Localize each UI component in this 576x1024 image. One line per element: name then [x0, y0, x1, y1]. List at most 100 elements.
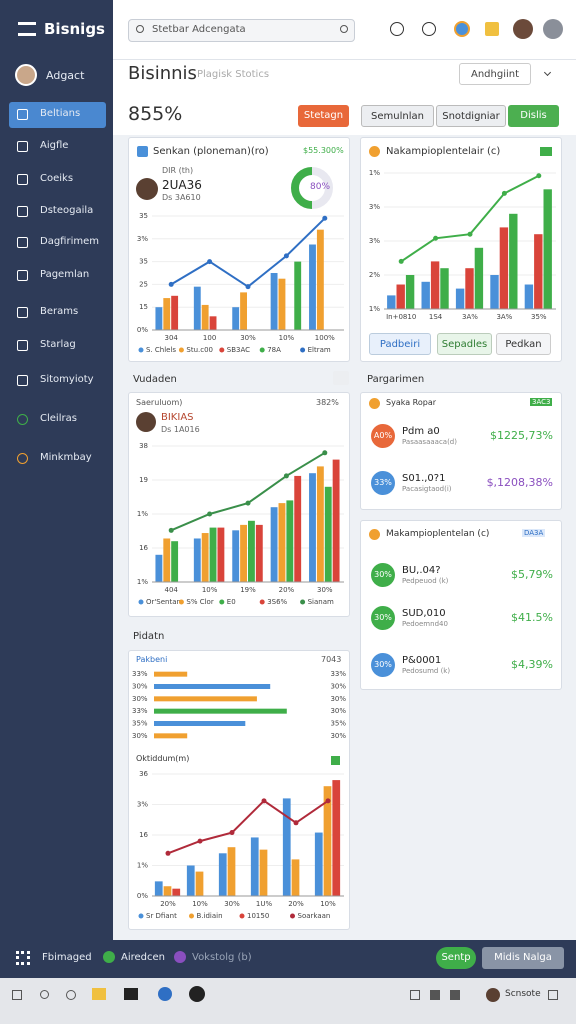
legend-swatch — [138, 347, 144, 353]
bar — [332, 780, 341, 896]
task-icon[interactable] — [12, 990, 22, 1000]
x-tick-label: 30% — [317, 586, 333, 594]
card-icon — [369, 146, 380, 157]
tray-icon[interactable] — [410, 990, 420, 1000]
nav-icon — [17, 270, 28, 281]
bottom-button[interactable]: Sentp — [436, 947, 476, 969]
card-sub: Ds 3A610 — [162, 193, 201, 202]
grid-icon[interactable] — [16, 951, 30, 965]
brand: Bisnigs — [44, 20, 105, 38]
avatar[interactable] — [513, 19, 533, 39]
nav-item[interactable]: Minkmbay — [40, 452, 92, 463]
y-tick-label: 1% — [369, 169, 380, 177]
bar — [195, 871, 204, 896]
card-value: $55.300% — [303, 146, 344, 155]
bottom-item[interactable]: Airedcen — [121, 952, 165, 963]
x-tick-label: 100 — [203, 334, 216, 342]
y-tick-label: 16 — [139, 544, 148, 552]
legend-swatch — [290, 913, 295, 919]
bar — [316, 466, 324, 582]
search-box[interactable] — [128, 19, 355, 42]
nav-item[interactable]: Pagemlan — [40, 269, 90, 280]
list-name: S01.,0?1 — [402, 473, 446, 484]
card-button[interactable]: Padbeiri — [369, 333, 431, 355]
bar — [543, 189, 552, 309]
bottom-icon — [103, 951, 115, 963]
task-icon[interactable] — [66, 990, 76, 1000]
task-icon[interactable] — [189, 986, 205, 1002]
gift-icon[interactable] — [485, 22, 499, 36]
bar — [154, 881, 163, 896]
legend-swatch — [189, 913, 194, 919]
nav-item[interactable]: Aigfle — [40, 140, 69, 151]
tray-icon[interactable] — [450, 990, 460, 1000]
tray-icon[interactable] — [548, 990, 558, 1000]
tray-avatar — [486, 988, 500, 1002]
trend-point — [467, 231, 473, 237]
bell-icon[interactable] — [422, 22, 436, 36]
bottom-button[interactable]: Midis Nalga — [482, 947, 564, 969]
bar — [172, 888, 181, 896]
bar — [232, 530, 240, 582]
nav-item[interactable]: Starlag — [40, 339, 76, 350]
avatar — [15, 64, 37, 86]
row-label: 35% — [132, 720, 148, 728]
toolbar-button[interactable]: Snotdigniar — [436, 105, 506, 127]
toolbar-button[interactable]: Dislis — [508, 105, 559, 127]
x-tick-label: 304 — [165, 334, 179, 342]
list-value: $41.5% — [511, 611, 553, 624]
x-tick-label: 404 — [165, 586, 179, 594]
legend-label: 3S6% — [267, 598, 287, 606]
bar — [286, 500, 294, 582]
bar — [278, 278, 286, 330]
trend-line — [167, 799, 329, 855]
bottom-item[interactable]: Fbimaged — [42, 952, 92, 963]
task-icon[interactable] — [158, 987, 172, 1001]
tray-icon[interactable] — [430, 990, 440, 1000]
bar — [323, 786, 332, 896]
avatar[interactable] — [543, 19, 563, 39]
row-value-label: 30% — [330, 695, 346, 703]
card-icon — [369, 398, 380, 409]
bar — [332, 459, 340, 582]
nav-item[interactable]: Beltians — [40, 108, 81, 119]
more-button[interactable] — [333, 371, 349, 385]
task-icon[interactable] — [92, 988, 106, 1000]
app-icon[interactable] — [454, 21, 470, 37]
bar — [324, 486, 332, 582]
nav-item[interactable]: Coeiks — [40, 173, 74, 184]
nav-item[interactable]: Dagfirimem — [40, 236, 99, 247]
legend-label: SB3AC — [227, 346, 250, 354]
x-tick-label: 30% — [224, 900, 240, 908]
toolbar-button[interactable]: Semulnlan — [361, 105, 434, 127]
nav-icon — [17, 109, 28, 120]
bar — [440, 268, 449, 309]
bar — [163, 886, 172, 896]
card-title: Senkan (ploneman)(ro) — [153, 146, 269, 157]
bottom-item[interactable]: Vokstolg (b) — [192, 952, 252, 963]
card-button[interactable]: Sepadles — [437, 333, 492, 355]
trend-point — [398, 258, 404, 264]
legend-label: B.idiain — [197, 912, 223, 920]
task-icon[interactable] — [124, 988, 138, 1000]
nav-item[interactable]: Cleilras — [40, 413, 77, 424]
card — [360, 392, 562, 510]
task-icon[interactable] — [40, 990, 49, 999]
bar — [193, 286, 201, 330]
list-badge: 33% — [371, 471, 395, 495]
nav-item[interactable]: Dsteogaila — [40, 205, 94, 216]
nav-item[interactable]: Sitomyioty — [40, 374, 94, 385]
card-button[interactable]: Pedkan — [496, 333, 551, 355]
menu-icon[interactable] — [18, 22, 36, 36]
nav-item[interactable]: Berams — [40, 306, 79, 317]
row-value-label: 30% — [330, 732, 346, 740]
x-tick-label: 20% — [288, 900, 304, 908]
chat-icon[interactable] — [390, 22, 404, 36]
search-icon[interactable] — [340, 25, 348, 33]
y-tick-label: 1% — [137, 578, 148, 586]
trend-point — [207, 259, 213, 265]
toolbar-button[interactable]: Stetagn — [298, 105, 349, 127]
bar — [314, 832, 323, 896]
header-button[interactable]: Andhgiint — [459, 63, 531, 85]
